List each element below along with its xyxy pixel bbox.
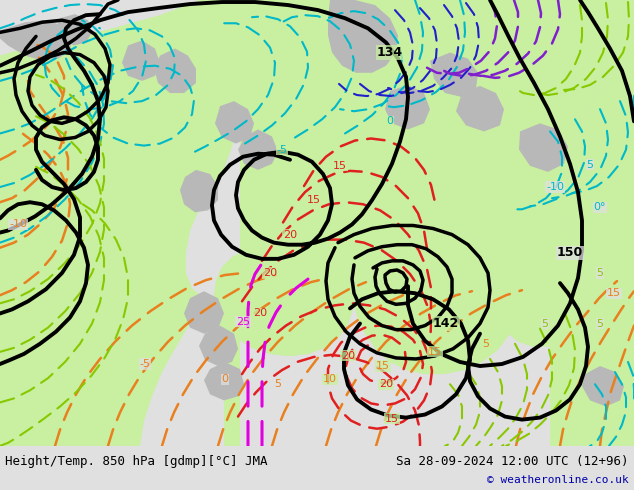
Text: 5: 5 xyxy=(541,318,548,329)
Text: 15: 15 xyxy=(428,347,442,357)
Text: 10: 10 xyxy=(323,374,337,384)
Polygon shape xyxy=(550,61,634,446)
Polygon shape xyxy=(582,366,624,407)
Polygon shape xyxy=(154,49,196,93)
Polygon shape xyxy=(180,170,218,212)
Polygon shape xyxy=(215,101,254,144)
Polygon shape xyxy=(0,20,72,61)
Polygon shape xyxy=(199,325,238,366)
Text: -10: -10 xyxy=(546,182,564,192)
Polygon shape xyxy=(184,291,224,334)
Polygon shape xyxy=(538,0,634,81)
Text: Sa 28-09-2024 12:00 UTC (12+96): Sa 28-09-2024 12:00 UTC (12+96) xyxy=(396,455,629,468)
Text: 5: 5 xyxy=(597,318,604,329)
Text: 5: 5 xyxy=(482,339,489,349)
Text: 20: 20 xyxy=(341,351,355,361)
Text: 142: 142 xyxy=(433,317,459,330)
Polygon shape xyxy=(385,85,430,129)
Text: -5: -5 xyxy=(276,145,287,155)
Polygon shape xyxy=(430,52,478,97)
Text: 0: 0 xyxy=(221,374,228,384)
Text: -5: -5 xyxy=(139,359,150,369)
Text: 20: 20 xyxy=(253,308,267,318)
Polygon shape xyxy=(238,129,278,170)
Text: 15: 15 xyxy=(385,414,399,423)
Text: 150: 150 xyxy=(557,246,583,259)
Text: 0°: 0° xyxy=(594,202,606,212)
Text: 20: 20 xyxy=(263,268,277,278)
Text: 5: 5 xyxy=(597,268,604,278)
Text: 15: 15 xyxy=(307,195,321,205)
Text: 15: 15 xyxy=(333,161,347,171)
Text: 20: 20 xyxy=(379,379,393,389)
Polygon shape xyxy=(328,0,398,73)
Text: 5: 5 xyxy=(275,379,281,389)
Text: 15: 15 xyxy=(376,361,390,371)
Text: 25: 25 xyxy=(236,317,250,326)
Text: © weatheronline.co.uk: © weatheronline.co.uk xyxy=(488,475,629,485)
Polygon shape xyxy=(519,123,568,172)
Polygon shape xyxy=(0,0,354,446)
Text: 15: 15 xyxy=(607,288,621,298)
Polygon shape xyxy=(214,250,354,356)
Text: 20: 20 xyxy=(283,230,297,240)
Text: 134: 134 xyxy=(377,46,403,59)
Polygon shape xyxy=(456,86,504,131)
Text: Height/Temp. 850 hPa [gdmp][°C] JMA: Height/Temp. 850 hPa [gdmp][°C] JMA xyxy=(5,455,268,468)
Polygon shape xyxy=(204,362,244,400)
Text: 5: 5 xyxy=(586,160,593,170)
Polygon shape xyxy=(204,0,634,446)
Polygon shape xyxy=(56,14,92,46)
Text: 0: 0 xyxy=(387,116,394,126)
Polygon shape xyxy=(354,230,518,374)
Polygon shape xyxy=(122,41,160,81)
Text: -10: -10 xyxy=(9,220,27,229)
